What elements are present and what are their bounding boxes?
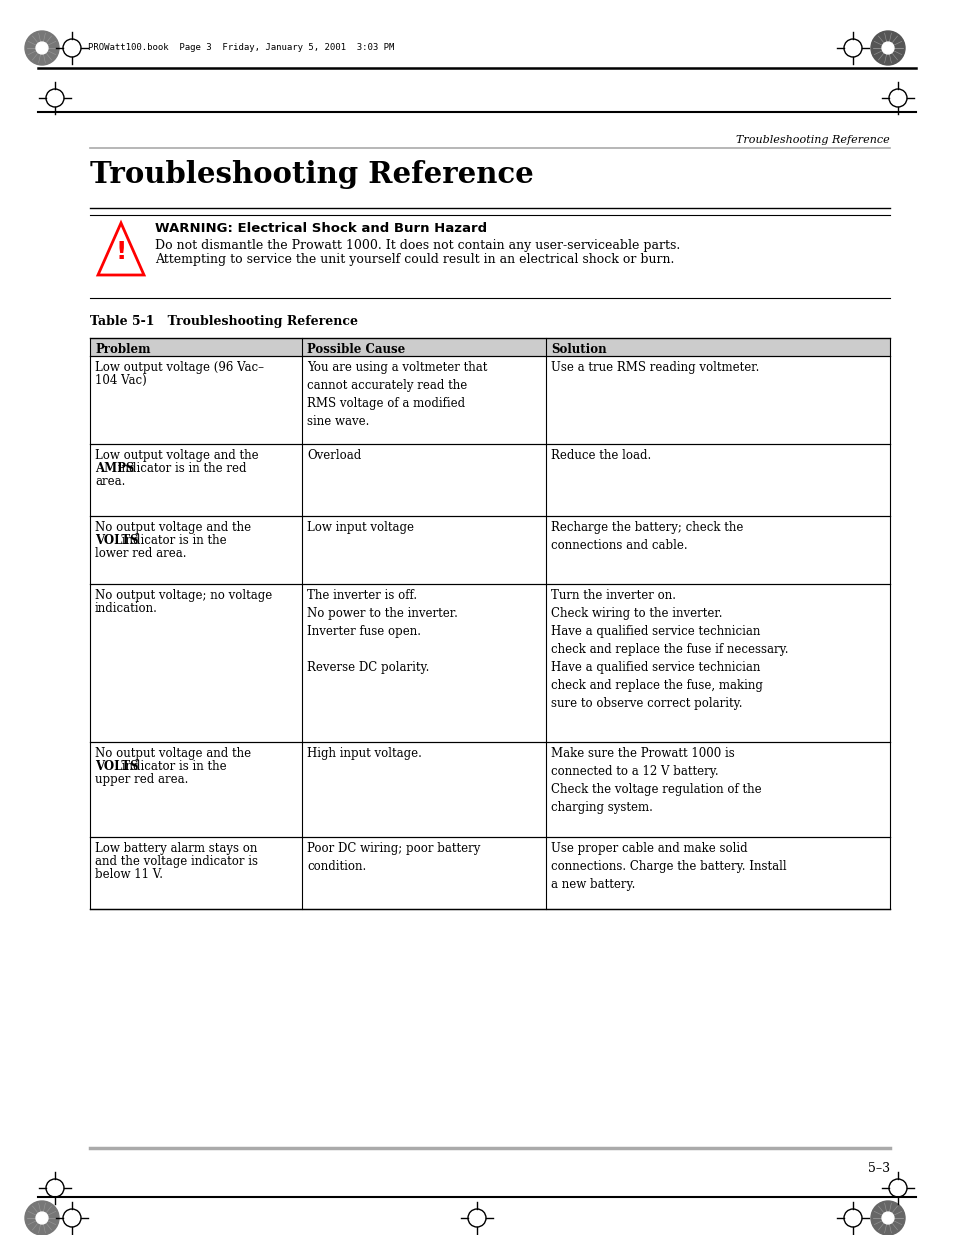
- Text: Recharge the battery; check the
connections and cable.: Recharge the battery; check the connecti…: [551, 521, 742, 552]
- Text: Table 5-1   Troubleshooting Reference: Table 5-1 Troubleshooting Reference: [90, 315, 357, 329]
- Text: The inverter is off.
No power to the inverter.
Inverter fuse open.

Reverse DC p: The inverter is off. No power to the inv…: [307, 589, 457, 674]
- Text: AMPS: AMPS: [95, 462, 134, 475]
- Text: Poor DC wiring; poor battery
condition.: Poor DC wiring; poor battery condition.: [307, 842, 480, 873]
- Text: PROWatt100.book  Page 3  Friday, January 5, 2001  3:03 PM: PROWatt100.book Page 3 Friday, January 5…: [88, 43, 394, 53]
- Text: 5–3: 5–3: [867, 1162, 889, 1174]
- Text: You are using a voltmeter that
cannot accurately read the
RMS voltage of a modif: You are using a voltmeter that cannot ac…: [307, 361, 487, 429]
- Circle shape: [36, 1212, 48, 1224]
- Text: Overload: Overload: [307, 450, 361, 462]
- Circle shape: [882, 1212, 893, 1224]
- Text: indicator is in the: indicator is in the: [118, 760, 227, 773]
- Text: indication.: indication.: [95, 601, 157, 615]
- Text: Problem: Problem: [95, 343, 151, 356]
- Text: and the voltage indicator is: and the voltage indicator is: [95, 855, 257, 868]
- Text: indicator is in the red: indicator is in the red: [113, 462, 246, 475]
- Text: Troubleshooting Reference: Troubleshooting Reference: [90, 161, 533, 189]
- Text: Use a true RMS reading voltmeter.: Use a true RMS reading voltmeter.: [551, 361, 759, 374]
- Circle shape: [870, 1200, 904, 1235]
- Text: Make sure the Prowatt 1000 is
connected to a 12 V battery.
Check the voltage reg: Make sure the Prowatt 1000 is connected …: [551, 747, 760, 814]
- Circle shape: [870, 31, 904, 65]
- Text: area.: area.: [95, 474, 125, 488]
- Text: Low output voltage and the: Low output voltage and the: [95, 450, 258, 462]
- Text: No output voltage; no voltage: No output voltage; no voltage: [95, 589, 272, 601]
- Circle shape: [36, 42, 48, 54]
- Text: lower red area.: lower red area.: [95, 547, 186, 559]
- Text: Do not dismantle the Prowatt 1000. It does not contain any user-serviceable part: Do not dismantle the Prowatt 1000. It do…: [154, 240, 679, 252]
- Text: !: !: [115, 240, 127, 263]
- Polygon shape: [98, 224, 144, 275]
- Text: Attempting to service the unit yourself could result in an electrical shock or b: Attempting to service the unit yourself …: [154, 253, 674, 266]
- Text: below 11 V.: below 11 V.: [95, 868, 163, 881]
- Text: Solution: Solution: [551, 343, 606, 356]
- Text: WARNING: Electrical Shock and Burn Hazard: WARNING: Electrical Shock and Burn Hazar…: [154, 222, 487, 235]
- Text: upper red area.: upper red area.: [95, 773, 188, 785]
- Text: Possible Cause: Possible Cause: [307, 343, 405, 356]
- Circle shape: [882, 42, 893, 54]
- Text: VOLTS: VOLTS: [95, 760, 138, 773]
- Text: Use proper cable and make solid
connections. Charge the battery. Install
a new b: Use proper cable and make solid connecti…: [551, 842, 786, 890]
- Text: No output voltage and the: No output voltage and the: [95, 747, 251, 760]
- Text: Reduce the load.: Reduce the load.: [551, 450, 651, 462]
- Text: VOLTS: VOLTS: [95, 534, 138, 547]
- Text: indicator is in the: indicator is in the: [118, 534, 227, 547]
- Text: Turn the inverter on.
Check wiring to the inverter.
Have a qualified service tec: Turn the inverter on. Check wiring to th…: [551, 589, 788, 710]
- Circle shape: [25, 1200, 59, 1235]
- Bar: [90, 338, 889, 356]
- Text: No output voltage and the: No output voltage and the: [95, 521, 251, 534]
- Text: 104 Vac): 104 Vac): [95, 374, 147, 387]
- Text: High input voltage.: High input voltage.: [307, 747, 421, 760]
- Text: Low input voltage: Low input voltage: [307, 521, 414, 534]
- Text: Troubleshooting Reference: Troubleshooting Reference: [736, 135, 889, 144]
- Circle shape: [25, 31, 59, 65]
- Text: Low battery alarm stays on: Low battery alarm stays on: [95, 842, 257, 855]
- Text: Low output voltage (96 Vac–: Low output voltage (96 Vac–: [95, 361, 264, 374]
